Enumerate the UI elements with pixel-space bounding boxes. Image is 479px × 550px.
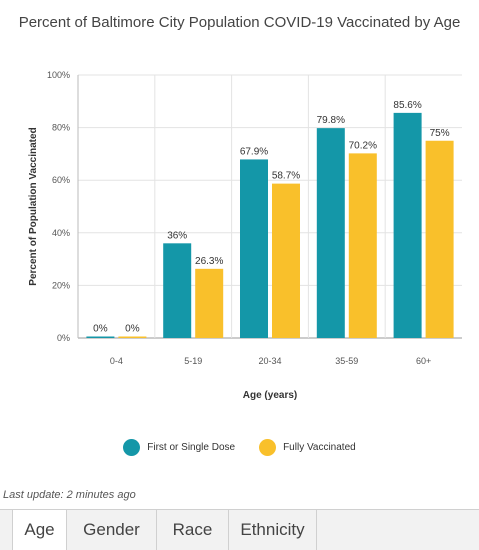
data-label: 26.3% [195, 256, 223, 267]
bar-fully-vaccinated [425, 140, 454, 338]
chart-title: Percent of Baltimore City Population COV… [18, 14, 461, 31]
bar-first-dose [316, 128, 345, 338]
data-label: 0% [125, 324, 140, 335]
data-label: 85.6% [393, 100, 421, 111]
x-tick-label: 0-4 [110, 356, 123, 366]
legend-item-fully-vaccinated[interactable]: Fully Vaccinated [259, 439, 356, 456]
bar-first-dose [86, 336, 115, 338]
bar-fully-vaccinated [195, 268, 224, 338]
y-tick-label: 20% [52, 280, 70, 290]
bar-first-dose [163, 243, 192, 338]
bar-chart: 0% 20% 40% 60% 80% 100% 0% 0% 0-4 36% 26.3% 5-19 67.… [28, 70, 462, 401]
data-label: 36% [167, 230, 187, 241]
y-tick-label: 80% [52, 123, 70, 133]
chart-legend: First or Single Dose Fully Vaccinated [0, 439, 479, 456]
legend-label-first-dose: First or Single Dose [147, 442, 236, 453]
data-label: 75% [430, 128, 450, 139]
bar-fully-vaccinated [118, 336, 147, 338]
x-tick-label: 20-34 [258, 356, 281, 366]
bar-first-dose [393, 112, 422, 338]
x-tick-label: 5-19 [184, 356, 202, 366]
x-tick-label: 60+ [416, 356, 431, 366]
data-label: 70.2% [349, 140, 377, 151]
tab-race[interactable]: Race [157, 510, 229, 550]
bar-fully-vaccinated [272, 183, 300, 338]
x-axis-title: Age (years) [243, 390, 297, 401]
tab-bar: Age Gender Race Ethnicity [0, 509, 479, 550]
legend-item-first-dose[interactable]: First or Single Dose [123, 439, 235, 456]
y-tick-label: 40% [52, 228, 70, 238]
y-tick-label: 100% [47, 70, 70, 80]
tab-age[interactable]: Age [12, 510, 67, 550]
data-label: 67.9% [240, 146, 268, 157]
last-update-text: Last update: 2 minutes ago [3, 489, 136, 501]
data-label: 79.8% [317, 115, 345, 126]
bar-fully-vaccinated [348, 153, 377, 338]
legend-label-fully-vaccinated: Fully Vaccinated [283, 442, 356, 453]
data-label: 0% [93, 324, 108, 335]
data-label: 58.7% [272, 171, 300, 182]
y-tick-label: 0% [57, 333, 70, 343]
y-axis-title: Percent of Population Vaccinated [28, 127, 39, 285]
bar-first-dose [240, 159, 268, 338]
legend-swatch-first-dose [123, 439, 141, 456]
legend-swatch-fully-vaccinated [259, 439, 277, 456]
x-tick-label: 35-59 [335, 356, 358, 366]
tab-gender[interactable]: Gender [67, 510, 157, 550]
tab-ethnicity[interactable]: Ethnicity [229, 510, 317, 550]
y-tick-label: 60% [52, 175, 70, 185]
